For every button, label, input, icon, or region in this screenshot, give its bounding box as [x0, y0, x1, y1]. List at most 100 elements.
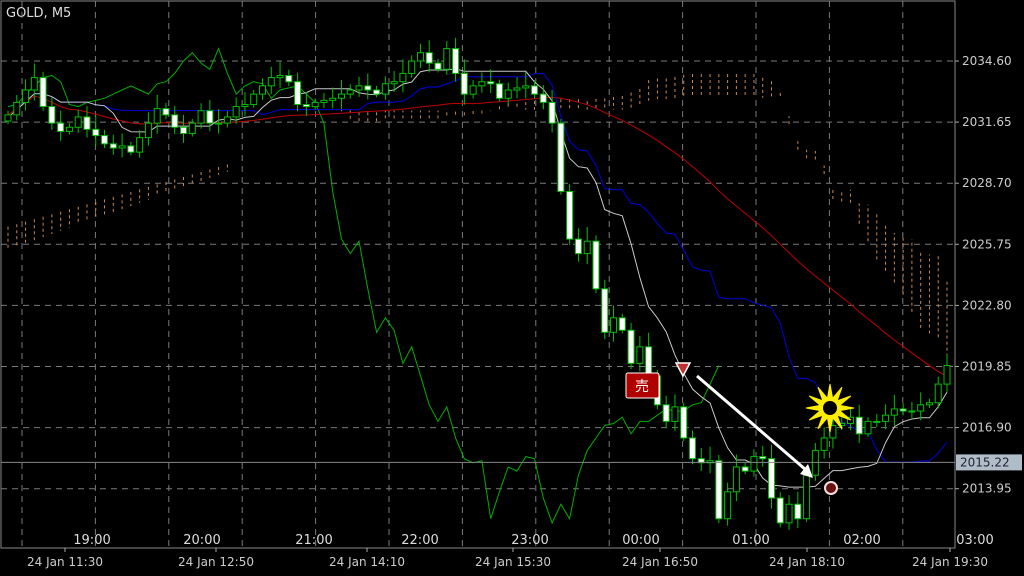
trade-arrow-head-icon	[800, 464, 813, 478]
candle-body	[741, 466, 749, 472]
candle-body	[197, 110, 205, 124]
current-price-badge	[956, 454, 1022, 471]
candle-body	[294, 81, 302, 105]
time-label: 23:00	[511, 533, 548, 548]
candle-body	[504, 89, 512, 99]
candle-body	[627, 329, 635, 364]
candle-body	[320, 99, 328, 103]
time-label: 24 Jan 14:10	[329, 555, 405, 569]
time-label: 24 Jan 16:50	[622, 555, 698, 569]
price-tick-label: 2022.80	[962, 298, 1012, 312]
current-price-label: 2015.22	[960, 455, 1010, 469]
time-label: 24 Jan 19:30	[912, 555, 988, 569]
candle-body	[232, 106, 240, 118]
candle-body	[118, 145, 126, 149]
candle-body	[276, 74, 284, 79]
sell-badge	[625, 372, 660, 399]
candle-body	[390, 81, 398, 85]
time-label: 21:00	[295, 533, 332, 548]
candle-body	[408, 60, 416, 74]
candle-body	[820, 437, 828, 451]
candle-body	[882, 414, 890, 422]
candle-body	[759, 456, 767, 460]
candle-body	[258, 85, 266, 95]
candle-body	[171, 114, 179, 128]
candle-body	[74, 116, 82, 128]
candle-body	[539, 93, 547, 103]
candle-body	[925, 402, 933, 406]
price-tick-label: 2016.90	[962, 421, 1012, 435]
candle-body	[399, 72, 407, 83]
price-tick-label: 2031.65	[962, 115, 1012, 129]
candle-body	[355, 85, 363, 91]
candle-body	[65, 126, 73, 132]
circle-marker-icon	[824, 481, 838, 495]
candle-body	[92, 128, 100, 137]
candle-body	[487, 81, 495, 85]
candle-body	[803, 474, 811, 520]
candle-body	[724, 491, 732, 520]
candle-body	[469, 85, 477, 95]
candle-body	[223, 116, 231, 124]
candle-body	[267, 77, 275, 87]
candle-body	[855, 416, 863, 435]
sell-label: 売	[635, 379, 649, 395]
candle-body	[767, 458, 775, 499]
candle-body	[127, 145, 135, 153]
candle-body	[645, 346, 653, 377]
candle-body	[495, 83, 503, 99]
candle-body	[452, 48, 460, 74]
time-label: 02:00	[843, 533, 880, 548]
moving-average-line	[7, 95, 948, 378]
candle-body	[241, 103, 249, 108]
candle-body	[206, 110, 214, 124]
time-label: 24 Jan 18:10	[769, 555, 845, 569]
candle-body	[785, 503, 793, 524]
candle-body	[689, 437, 697, 460]
candle-body	[83, 116, 91, 130]
candle-body	[513, 87, 521, 91]
trade-arrow	[696, 374, 807, 472]
candle-body	[680, 406, 688, 439]
candle-body	[601, 288, 609, 333]
price-tick-label: 2028.70	[962, 176, 1012, 190]
candle-body	[13, 101, 21, 116]
candle-body	[337, 93, 345, 99]
candle-body	[364, 85, 372, 91]
candle-body	[434, 62, 442, 70]
starburst-center	[823, 401, 837, 415]
candle-body	[162, 108, 170, 116]
candle-body	[48, 106, 56, 124]
candle-body	[794, 503, 802, 520]
candle-body	[890, 408, 898, 416]
candle-body	[908, 410, 916, 413]
candle-body	[39, 77, 47, 108]
candle-body	[373, 89, 381, 95]
candles	[4, 37, 951, 530]
candle-body	[101, 135, 109, 145]
price-tick-label: 2019.85	[962, 360, 1012, 374]
candle-body	[566, 190, 574, 240]
time-label: 22:00	[401, 533, 438, 548]
candle-body	[557, 122, 565, 192]
candle-body	[109, 143, 117, 149]
candle-body	[153, 108, 161, 124]
candle-body	[750, 456, 758, 472]
candle-body	[636, 346, 644, 364]
candle-body	[250, 93, 258, 105]
time-label: 19:00	[73, 533, 110, 548]
candle-body	[460, 72, 468, 95]
candle-body	[864, 420, 872, 435]
price-tick-label: 2013.95	[962, 482, 1012, 496]
candle-body	[776, 497, 784, 524]
candle-body	[943, 364, 951, 385]
candle-body	[30, 77, 38, 91]
candle-body	[443, 48, 451, 70]
candle-body	[416, 52, 424, 62]
candle-body	[548, 101, 556, 124]
candle-body	[583, 240, 591, 255]
candle-body	[215, 122, 223, 125]
candle-body	[346, 89, 354, 95]
candle-body	[610, 317, 618, 333]
